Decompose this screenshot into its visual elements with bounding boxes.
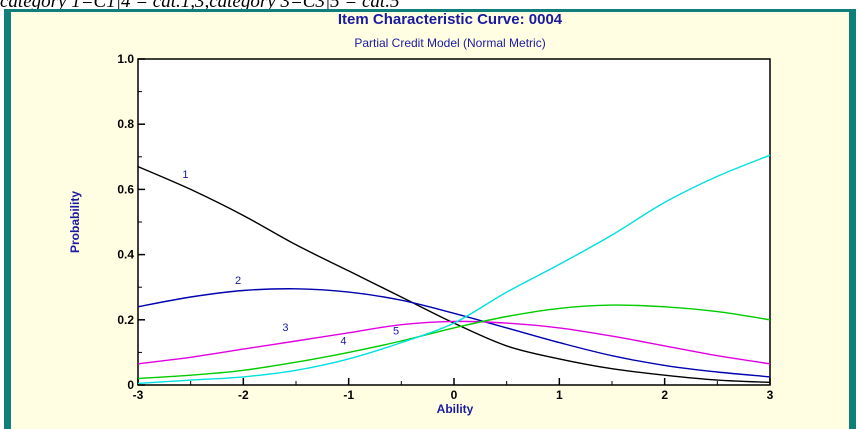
y-axis-label: Probability [68,191,82,253]
series-line-4 [137,304,771,380]
series-line-2 [137,288,771,378]
plot-area: -3 -2 -1 0 1 2 3 0 0.2 0.4 0.6 0.8 1.0 1 2 3 4 5 [117,52,773,402]
series-line-5 [137,154,771,385]
x-tick-label: 1 [556,388,563,402]
y-tick-label: 1.0 [117,52,134,66]
y-tick-label: 0.4 [117,248,134,262]
x-tick-label: 0 [451,388,458,402]
y-tick-label: 0.6 [117,182,134,196]
chart-title: Item Characteristic Curve: 0004 [338,11,563,28]
curve-label-2: 2 [235,275,241,287]
y-tick-label: 0.8 [117,117,134,131]
curve-label-5: 5 [393,325,399,337]
x-tick-label: -3 [133,388,144,402]
x-tick-label: 2 [661,388,668,402]
series-line-3 [137,320,771,365]
x-tick-label: -1 [343,388,354,402]
curve-label-3: 3 [282,322,288,334]
x-tick-label: 3 [767,388,774,402]
curve-label-4: 4 [340,335,346,347]
curve-label-1: 1 [182,169,188,181]
y-tick-label: 0 [127,378,134,392]
chart-subtitle: Partial Credit Model (Normal Metric) [354,36,545,50]
x-tick-label: -2 [238,388,249,402]
x-axis-label: Ability [437,402,474,416]
y-tick-label: 0.2 [117,313,134,327]
plot-box [137,58,771,386]
